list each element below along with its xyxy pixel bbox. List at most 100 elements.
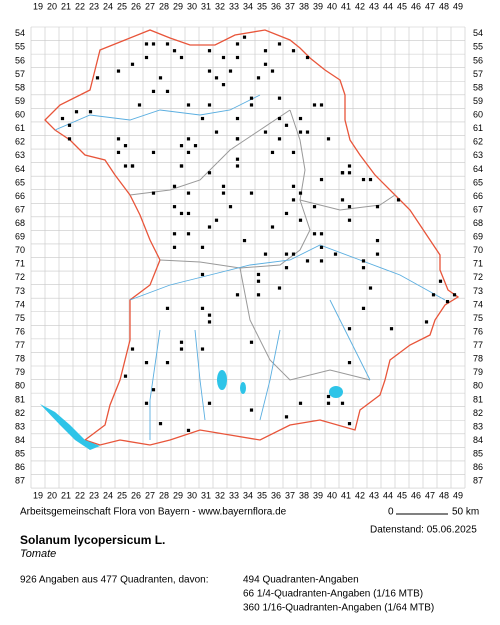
row-label: 59 — [473, 96, 483, 106]
dot — [151, 191, 156, 195]
row-label: 77 — [473, 340, 483, 350]
dot — [256, 76, 261, 80]
dot — [284, 123, 289, 127]
dot — [298, 191, 303, 195]
dot — [319, 103, 324, 107]
district-border — [239, 267, 371, 381]
date: Datenstand: 05.06.2025 — [370, 525, 477, 536]
dot — [298, 218, 303, 222]
dot — [186, 428, 191, 433]
column-label: 40 — [327, 1, 337, 11]
dot — [165, 306, 170, 310]
row-label: 69 — [15, 232, 25, 242]
dot — [151, 89, 156, 94]
column-label: 32 — [215, 1, 225, 11]
row-label: 57 — [15, 69, 25, 79]
dot — [165, 361, 170, 365]
dot — [186, 191, 191, 195]
dot — [207, 49, 212, 53]
dot — [74, 110, 79, 114]
dot — [326, 401, 331, 405]
column-label: 20 — [47, 1, 57, 11]
dot — [347, 361, 352, 365]
row-label: 83 — [15, 421, 25, 431]
dot — [312, 232, 317, 236]
stat: 494 Quadranten-Angaben — [243, 575, 359, 586]
dot — [396, 198, 401, 202]
dot — [305, 259, 310, 263]
dot — [326, 394, 331, 399]
dot — [172, 49, 177, 53]
lake — [40, 404, 100, 450]
row-label: 58 — [473, 82, 483, 92]
dot — [151, 42, 156, 46]
dot — [235, 164, 240, 168]
dot — [235, 42, 240, 46]
dot — [179, 211, 184, 216]
dot — [179, 164, 184, 168]
dot — [431, 293, 436, 297]
row-label: 75 — [473, 313, 483, 323]
row-label: 79 — [15, 367, 25, 377]
column-label: 43 — [369, 1, 379, 11]
dot — [186, 232, 191, 236]
row-label: 60 — [15, 110, 25, 120]
row-label: 74 — [15, 299, 25, 309]
stat: 66 1/4-Quadranten-Angaben (1/16 MTB) — [243, 589, 423, 600]
row-label: 71 — [15, 259, 25, 269]
dot — [249, 103, 254, 107]
column-label: 37 — [285, 1, 295, 11]
dot — [340, 401, 345, 405]
column-label: 31 — [201, 1, 211, 11]
dot — [221, 184, 226, 188]
dot — [186, 150, 191, 155]
column-label: 28 — [159, 490, 169, 500]
row-label: 65 — [473, 177, 483, 187]
dot — [333, 252, 338, 256]
column-label: 30 — [187, 1, 197, 11]
column-label: 48 — [439, 1, 449, 11]
column-label: 45 — [397, 490, 407, 500]
dot — [347, 422, 352, 426]
row-label: 61 — [473, 123, 483, 133]
column-label: 22 — [75, 1, 85, 11]
dot — [242, 238, 247, 243]
dot — [200, 306, 205, 310]
dot — [298, 401, 303, 405]
column-label: 29 — [173, 1, 183, 11]
row-label: 54 — [473, 28, 483, 38]
dot — [130, 347, 135, 351]
column-label: 21 — [61, 1, 71, 11]
dot — [347, 171, 352, 175]
row-label: 81 — [15, 394, 25, 404]
row-label: 70 — [473, 245, 483, 255]
column-label: 47 — [425, 490, 435, 500]
dot — [312, 103, 317, 107]
dot — [235, 55, 240, 60]
dot — [375, 238, 380, 243]
bavaria-border — [44, 29, 460, 446]
row-label: 77 — [15, 340, 25, 350]
row-label: 81 — [473, 394, 483, 404]
dot — [305, 55, 310, 60]
dot — [270, 225, 275, 229]
dot — [144, 42, 149, 46]
row-label: 75 — [15, 313, 25, 323]
dot — [291, 198, 296, 202]
column-label: 27 — [145, 490, 155, 500]
dot — [291, 150, 296, 155]
dot — [130, 164, 135, 168]
column-label: 39 — [313, 490, 323, 500]
dot — [165, 42, 170, 46]
column-label: 49 — [453, 490, 463, 500]
dot — [165, 89, 170, 94]
river — [194, 329, 206, 421]
credit: Arbeitsgemeinschaft Flora von Bayern - w… — [20, 507, 287, 518]
dot — [172, 205, 177, 209]
row-label: 84 — [15, 435, 25, 445]
column-label: 48 — [439, 490, 449, 500]
column-label: 40 — [327, 490, 337, 500]
column-label: 29 — [173, 490, 183, 500]
dot — [375, 252, 380, 256]
river — [259, 329, 281, 421]
